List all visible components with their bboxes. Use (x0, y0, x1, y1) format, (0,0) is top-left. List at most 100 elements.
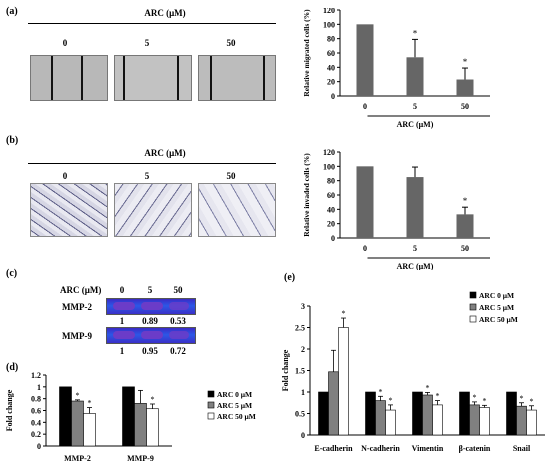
emt-bar (375, 400, 386, 436)
migration-x-axis-label: ARC (μM) (397, 120, 434, 129)
migration-y-tick-label: 80 (327, 35, 335, 44)
emt-bar (526, 409, 537, 436)
mmp-bar (146, 408, 159, 447)
migration-bar (406, 57, 424, 96)
mmp-y-tick-label: 1 (37, 383, 41, 392)
invasion-significance: * (463, 196, 468, 206)
emt-bar (516, 405, 527, 436)
emt-y-tick-label: 1.5 (295, 367, 305, 376)
panel-a-conc-50: 50 (226, 38, 236, 48)
migration-y-tick-label: 60 (327, 49, 335, 58)
emt-bar (479, 407, 490, 436)
emt-y-tick-label: 3 (301, 302, 305, 311)
mmp-legend-label: ARC 50 μM (217, 412, 256, 421)
panel-b-header-rule (28, 163, 276, 164)
migration-x-tick-label: 0 (363, 102, 367, 111)
zymo-mmp2-gel (106, 298, 196, 315)
panel-c-label: (c) (6, 268, 18, 279)
migration-bar (456, 79, 474, 96)
invasion-x-axis-label: ARC (μM) (397, 262, 434, 270)
emt-bar (385, 409, 396, 436)
emt-y-tick-label: 2.5 (295, 324, 305, 333)
emt-y-tick-label: 1 (301, 388, 305, 397)
wound-image-0 (30, 55, 108, 101)
mmp-chart: 0 0.2 0.4 0.6 0.8 1 1.2 * * MMP-2 * MMP-9 Fold chang… (5, 371, 256, 463)
emt-bar (318, 391, 329, 436)
invasion-bar (456, 214, 474, 238)
emt-significance: * (426, 383, 430, 392)
panel-b-conc-50: 50 (226, 171, 236, 181)
invasion-y-tick-label: 80 (327, 177, 335, 186)
migration-y-tick-label: 120 (323, 8, 335, 15)
mmp-x-tick-label: MMP-2 (64, 454, 91, 463)
zymo-mmp9-label: MMP-9 (62, 331, 92, 341)
mmp-y-axis-label: Fold change (5, 389, 14, 431)
invasion-y-tick-label: 120 (323, 148, 335, 157)
zymo-mmp9-value-50: 0.72 (170, 346, 186, 356)
emt-significance: * (436, 392, 440, 401)
zymo-mmp2-value-5: 0.89 (142, 316, 158, 326)
zymo-mmp2-value-0: 1 (119, 316, 125, 326)
panel-b-conc-5: 5 (144, 171, 150, 181)
mmp-y-tick-label: 1.2 (31, 371, 41, 380)
emt-bar (422, 394, 433, 436)
wound-image-5 (114, 55, 192, 101)
mmp-bar (134, 403, 147, 447)
emt-x-tick-label: β-catenin (459, 444, 491, 453)
emt-legend-label: ARC 50 μM (479, 315, 518, 324)
emt-x-tick-label: N-cadherin (361, 444, 400, 453)
emt-legend-label: ARC 5 μM (479, 303, 514, 312)
mmp-legend-swatch (207, 412, 215, 420)
panel-e-label: (e) (284, 272, 296, 283)
wound-image-50 (198, 55, 276, 101)
mmp-y-tick-label: 0.6 (31, 407, 41, 416)
mmp-y-tick-label: 0 (37, 442, 41, 451)
panel-d-label: (d) (6, 362, 19, 373)
panel-c-conc-5: 5 (147, 285, 153, 295)
emt-significance: * (342, 309, 346, 318)
invasion-image-0 (30, 183, 108, 237)
emt-significance: * (473, 393, 477, 402)
mmp-legend-swatch (207, 390, 215, 398)
emt-legend-label: ARC 0 μM (479, 291, 514, 300)
invasion-chart: 0 20 40 60 80 100 120 0 5 * 50 ARC (μM) Relative inv… (302, 148, 490, 270)
zymo-mmp9-value-0: 1 (119, 346, 125, 356)
emt-chart: 0 0.5 1 1.5 2 2.5 3 * E-cadherin * * N-cadherin * * Vi… (281, 291, 545, 453)
invasion-x-tick-label: 5 (413, 244, 417, 253)
migration-y-tick-label: 0 (331, 92, 335, 101)
invasion-y-axis-label: Relative invaded cells (%) (302, 153, 311, 237)
migration-x-tick-label: 50 (461, 102, 469, 111)
emt-bar (338, 327, 349, 436)
mmp-legend-label: ARC 5 μM (217, 401, 252, 410)
migration-y-tick-label: 40 (327, 63, 335, 72)
migration-significance: * (463, 57, 468, 67)
panel-a-conc-0: 0 (62, 38, 68, 48)
zymo-mmp2-label: MMP-2 (62, 302, 92, 312)
mmp-legend-label: ARC 0 μM (217, 390, 252, 399)
zymo-mmp9-value-5: 0.95 (142, 346, 158, 356)
panel-b-conc-0: 0 (62, 171, 68, 181)
emt-y-tick-label: 0 (301, 431, 305, 440)
mmp-significance: * (76, 391, 80, 400)
migration-y-tick-label: 20 (327, 78, 335, 87)
emt-bar (432, 404, 443, 436)
emt-y-tick-label: 2 (301, 345, 305, 354)
invasion-y-tick-label: 20 (327, 220, 335, 229)
emt-significance: * (530, 397, 534, 406)
panel-a-header-rule (28, 23, 276, 24)
migration-bar (356, 24, 374, 96)
emt-legend-swatch (469, 291, 477, 299)
emt-legend-swatch (469, 315, 477, 323)
emt-bar (328, 371, 339, 436)
panel-b-label: (b) (6, 135, 19, 146)
emt-legend-swatch (469, 303, 477, 311)
emt-x-tick-label: Vimentin (412, 444, 444, 453)
panel-a-conc-5: 5 (144, 38, 150, 48)
invasion-y-tick-label: 100 (323, 162, 335, 171)
migration-significance: * (413, 28, 418, 38)
emt-significance: * (379, 387, 383, 396)
panel-c-conc-0: 0 (119, 285, 125, 295)
emt-significance: * (483, 396, 487, 405)
emt-bar (506, 391, 517, 436)
emt-significance: * (520, 394, 524, 403)
